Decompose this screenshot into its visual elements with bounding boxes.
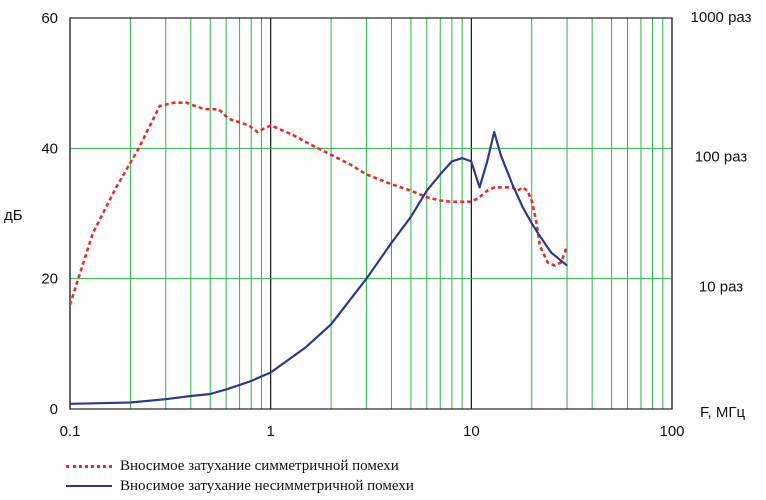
legend-label: Вносимое затухание симметричной помехи (120, 457, 399, 474)
y-axis-label: дБ (4, 207, 23, 224)
y-tick-label: 40 (41, 140, 58, 157)
x-tick-label: 100 (659, 423, 684, 440)
series-line-symmetric (68, 101, 569, 306)
y-tick-label: 20 (41, 271, 58, 288)
grid (69, 17, 673, 410)
y-tick-label: 60 (41, 10, 58, 27)
plot-frame (69, 17, 673, 410)
x-tick-label: 0.1 (60, 423, 81, 440)
series-line-asymmetric (69, 130, 568, 405)
legend-label: Вносимое затухание несимметричной помехи (120, 477, 414, 494)
legend-item-asymmetric: Вносимое затухание несимметричной помехи (66, 476, 414, 496)
tick-labels: 0.1 1 10 100 0 20 40 60 10 раз 100 раз 1000 раз (41, 9, 751, 440)
legend: Вносимое затухание симметричной помехи В… (66, 456, 414, 496)
legend-swatch-dotted (66, 464, 112, 468)
y-tick-label: 0 (50, 401, 58, 418)
y2-tick-label: 10 раз (699, 279, 743, 296)
series-layer (68, 101, 569, 405)
x-axis-label: F, МГц (700, 404, 745, 421)
legend-item-symmetric: Вносимое затухание симметричной помехи (66, 456, 414, 476)
y2-tick-label: 1000 раз (691, 9, 752, 26)
x-tick-label: 10 (463, 423, 480, 440)
legend-swatch-solid (66, 485, 112, 487)
y2-tick-label: 100 раз (695, 148, 748, 165)
x-tick-label: 1 (266, 423, 274, 440)
